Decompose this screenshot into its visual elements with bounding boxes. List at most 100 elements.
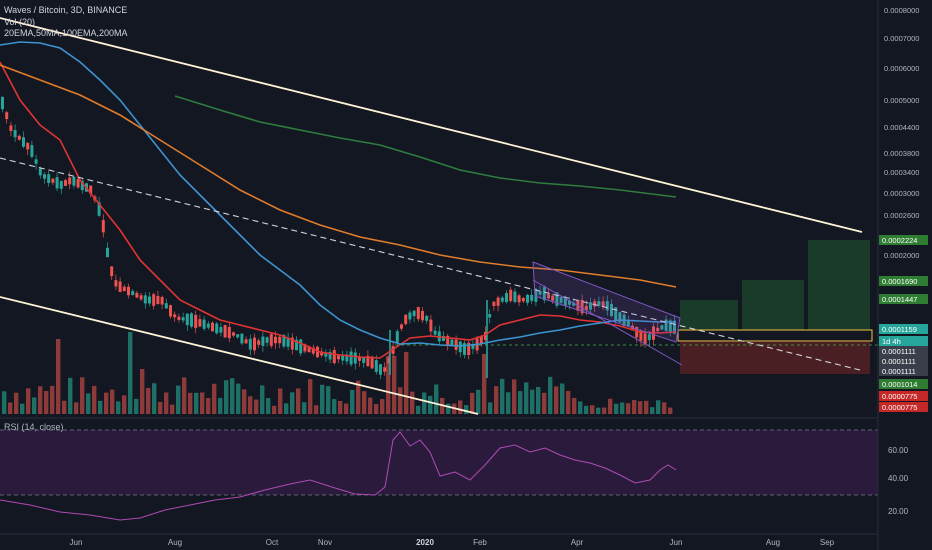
price-label-box <box>879 391 928 401</box>
volume-bar <box>338 400 343 414</box>
price-label-box <box>879 235 928 245</box>
volume-bar <box>386 356 391 414</box>
target-box-3 <box>808 240 870 330</box>
candle-body <box>555 292 559 306</box>
price-axis[interactable]: 0.0008000 0.0007000 0.0006000 0.0005000 0.00… <box>877 0 932 550</box>
volume-bar <box>494 386 499 414</box>
price-tick-label: 0.0005000 <box>884 96 919 105</box>
time-tick-label: 2020 <box>416 538 434 547</box>
candle-body <box>9 125 13 131</box>
price-label-text: 0.0002224 <box>882 236 917 245</box>
candle-body <box>64 180 67 186</box>
volume-bar <box>158 401 163 414</box>
candle-body <box>328 351 332 360</box>
candle-body <box>76 179 80 188</box>
candle-body <box>400 324 403 329</box>
rsi-line <box>0 431 677 521</box>
candle-body <box>34 159 38 164</box>
time-tick-label: Sep <box>820 538 835 547</box>
candle-body <box>383 367 387 372</box>
candle-body <box>211 322 214 332</box>
candle-body <box>101 220 105 233</box>
rsi-tick-label: 20.00 <box>888 507 909 516</box>
candle-body <box>551 295 555 301</box>
candle-body <box>269 334 273 346</box>
candle-body <box>206 323 210 328</box>
volume-bar <box>194 392 199 414</box>
candle-body <box>72 176 76 186</box>
volume-bar <box>26 388 31 414</box>
candle-body <box>337 355 340 360</box>
volume-bar <box>134 398 139 414</box>
time-axis[interactable]: Jun Aug Oct Nov 2020 Feb Apr Jun Aug Sep <box>0 533 878 547</box>
candle-body <box>353 352 357 364</box>
volume-bar <box>266 397 271 414</box>
candle-body <box>379 364 382 375</box>
candle-body <box>538 291 542 295</box>
volume-bar <box>668 407 673 414</box>
candle-body <box>467 342 471 356</box>
price-label-box <box>879 346 928 356</box>
volume-bar <box>398 387 403 414</box>
volume-bar <box>608 398 613 414</box>
candle-body <box>202 319 206 329</box>
volume-bar <box>242 389 247 414</box>
volume-bar <box>332 399 337 414</box>
volume-bar <box>122 395 127 414</box>
candle-body <box>110 266 114 277</box>
volume-bar <box>230 378 235 414</box>
volume-bar <box>206 398 211 414</box>
volume-bar <box>662 402 667 414</box>
volume-bar <box>356 380 361 414</box>
volume-bar <box>620 402 625 414</box>
price-label-text: 1d 4h <box>882 337 901 346</box>
volume-bar <box>20 403 25 414</box>
candle-body <box>131 291 135 296</box>
candle-body <box>173 314 177 318</box>
volume-bar <box>320 384 325 414</box>
candle-body <box>568 300 571 305</box>
time-tick-label: Apr <box>571 538 584 547</box>
price-label-text: 0.0001690 <box>882 277 917 286</box>
price-tick-label: 0.0003800 <box>884 149 919 158</box>
volume-bar <box>278 388 283 414</box>
candle-body <box>299 339 303 354</box>
candle-body <box>618 312 622 323</box>
volume-bar <box>410 391 415 414</box>
volume-bar <box>446 403 451 414</box>
price-label-text: 0.0001111 <box>882 347 916 356</box>
candle-body <box>248 338 252 350</box>
moving-average-lines <box>0 41 677 359</box>
price-tick-label: 0.0003000 <box>884 189 919 198</box>
price-label-text: 0.0001159 <box>882 325 917 334</box>
volume-bar <box>302 402 307 414</box>
volume-bar <box>188 392 193 414</box>
candle-body <box>584 305 588 311</box>
candle-body <box>484 331 487 341</box>
mid-trendline <box>0 157 861 371</box>
volume-bar <box>596 407 601 414</box>
candle-body <box>164 303 168 309</box>
candle-body <box>542 287 546 301</box>
candle-body <box>635 326 639 338</box>
candle-body <box>580 299 584 314</box>
volume-bar <box>38 386 43 414</box>
candle-body <box>68 177 72 185</box>
candle-body <box>177 316 181 320</box>
candle-body <box>303 344 307 352</box>
candle-body <box>282 335 286 347</box>
candle-body <box>559 297 563 303</box>
volume-bar <box>170 404 175 414</box>
candle-body <box>181 317 185 321</box>
time-tick-label: Jun <box>670 538 683 547</box>
volume-bar <box>260 385 265 414</box>
price-label-box <box>879 294 928 304</box>
candle-body <box>597 301 601 306</box>
candle-body <box>106 247 109 258</box>
volume-bar <box>272 405 277 414</box>
candle-body <box>47 174 51 184</box>
volume-bar <box>632 400 637 414</box>
candle-body <box>227 326 231 339</box>
volume-bar <box>254 399 259 414</box>
